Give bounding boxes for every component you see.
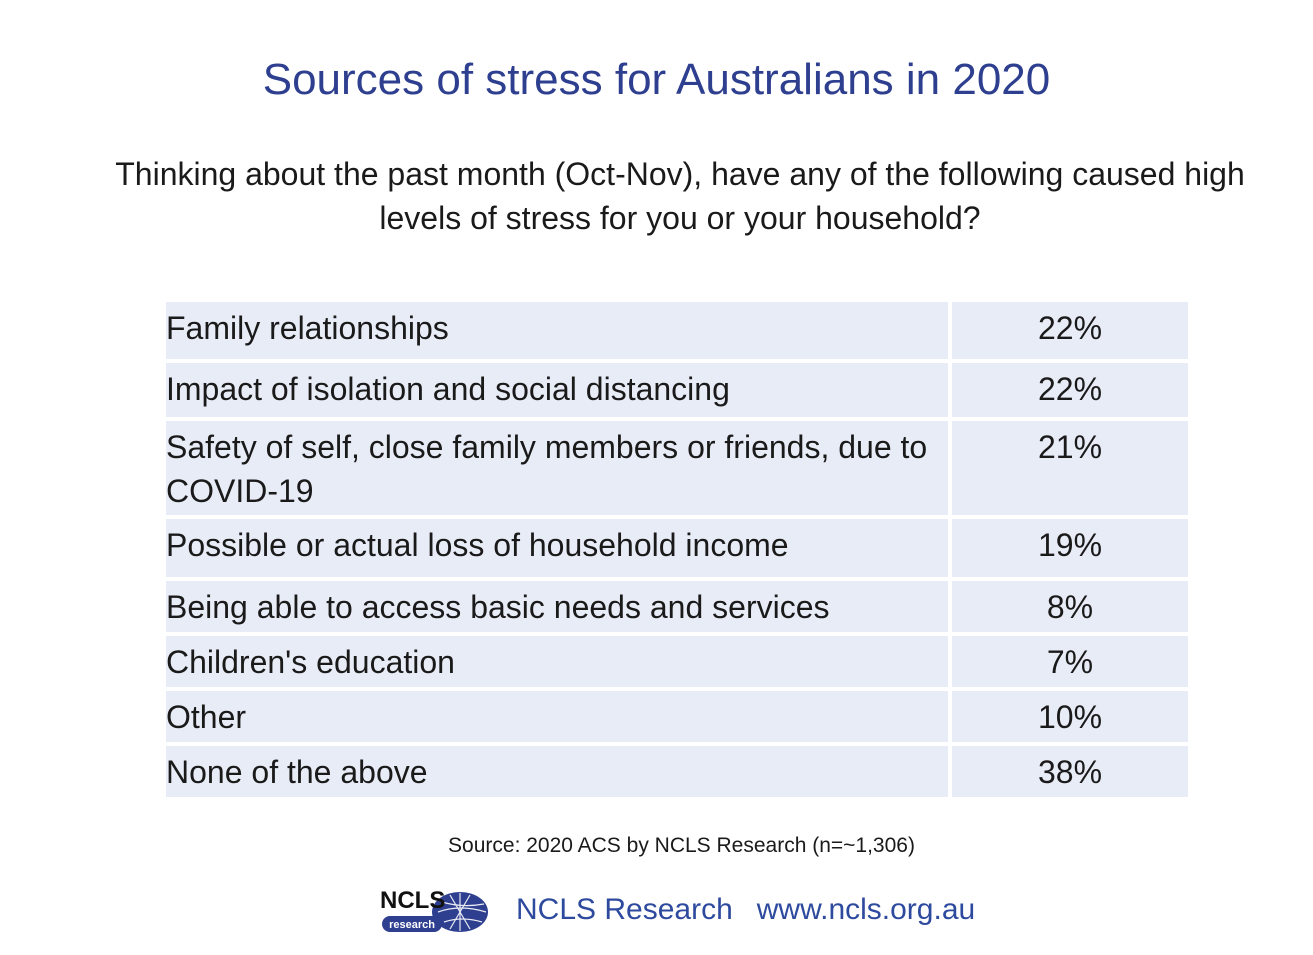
logo-wordmark: NCLS	[380, 887, 445, 914]
table-row: Children's education 7%	[166, 636, 1188, 687]
table-row: None of the above 38%	[166, 746, 1188, 797]
table-row: Safety of self, close family members or …	[166, 421, 1188, 515]
row-value: 8%	[952, 581, 1188, 632]
table-row: Being able to access basic needs and ser…	[166, 581, 1188, 632]
ncls-logo: NCLS research	[380, 887, 488, 932]
row-label: Safety of self, close family members or …	[166, 421, 948, 515]
row-value: 10%	[952, 691, 1188, 742]
row-value: 7%	[952, 636, 1188, 687]
table-row: Family relationships 22%	[166, 302, 1188, 359]
row-label: Family relationships	[166, 302, 948, 359]
row-label: Other	[166, 691, 948, 742]
results-table: Family relationships 22% Impact of isola…	[166, 302, 1188, 801]
row-value: 21%	[952, 421, 1188, 515]
org-url[interactable]: www.ncls.org.au	[756, 893, 976, 926]
row-label: Possible or actual loss of household inc…	[166, 519, 948, 577]
row-label: Children's education	[166, 636, 948, 687]
row-value: 22%	[952, 363, 1188, 417]
row-value: 22%	[952, 302, 1188, 359]
row-value: 19%	[952, 519, 1188, 577]
table-row: Impact of isolation and social distancin…	[166, 363, 1188, 417]
logo-subtext: research	[389, 919, 435, 931]
footer: NCLS research NCLS Research www.ncls.org…	[376, 880, 975, 940]
org-name: NCLS Research	[516, 893, 733, 926]
survey-question: Thinking about the past month (Oct-Nov),…	[115, 156, 1245, 236]
table-row: Possible or actual loss of household inc…	[166, 519, 1188, 577]
row-label: None of the above	[166, 746, 948, 797]
table-row: Other 10%	[166, 691, 1188, 742]
row-label: Impact of isolation and social distancin…	[166, 363, 948, 417]
page-title: Sources of stress for Australians in 202…	[262, 55, 1051, 104]
row-value: 38%	[952, 746, 1188, 797]
source-note: Source: 2020 ACS by NCLS Research (n=~1,…	[448, 834, 915, 857]
row-label: Being able to access basic needs and ser…	[166, 581, 948, 632]
